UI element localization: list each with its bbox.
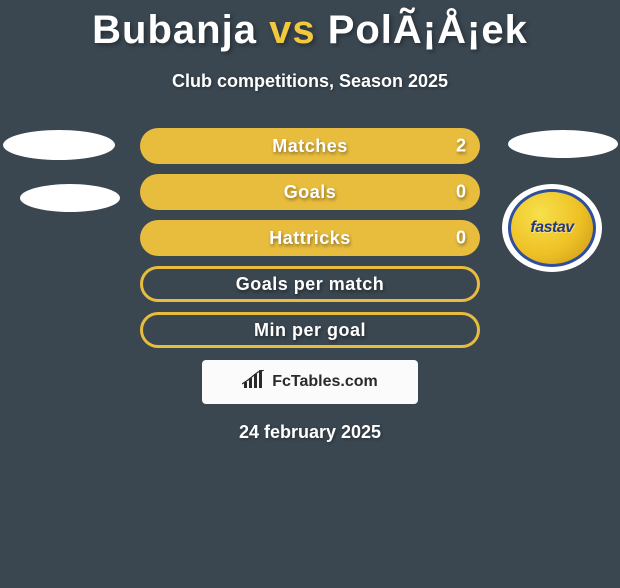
stat-row-matches: Matches 2	[140, 128, 480, 164]
stat-row-min-per-goal: Min per goal	[140, 312, 480, 348]
title-vs: vs	[257, 8, 328, 52]
watermark: FcTables.com	[202, 360, 418, 404]
title-player-right: PolÃ¡Å¡ek	[328, 8, 528, 52]
footer-date: 24 february 2025	[140, 422, 480, 443]
stat-label: Goals per match	[236, 274, 385, 295]
stats-column: Matches 2 Goals 0 Hattricks 0 Goals per …	[140, 128, 480, 443]
chart-icon	[242, 370, 268, 395]
stat-row-hattricks: Hattricks 0	[140, 220, 480, 256]
badge-outer-ring: fastav	[502, 184, 602, 272]
stat-row-goals: Goals 0	[140, 174, 480, 210]
watermark-text: FcTables.com	[272, 373, 378, 391]
stat-label: Matches	[272, 136, 348, 157]
stat-value: 0	[456, 182, 466, 203]
badge-text: fastav	[530, 219, 573, 237]
title-player-left: Bubanja	[92, 8, 257, 52]
subtitle: Club competitions, Season 2025	[0, 71, 620, 92]
club-badge: fastav	[502, 184, 602, 272]
stat-label: Goals	[284, 182, 337, 203]
stat-value: 0	[456, 228, 466, 249]
badge-face: fastav	[508, 189, 596, 267]
stat-value: 2	[456, 136, 466, 157]
decor-ellipse	[3, 130, 115, 160]
stat-row-goals-per-match: Goals per match	[140, 266, 480, 302]
decor-ellipse	[508, 130, 618, 158]
stat-label: Min per goal	[254, 320, 366, 341]
stat-label: Hattricks	[269, 228, 351, 249]
page-title: Bubanja vs PolÃ¡Å¡ek	[0, 8, 620, 53]
decor-ellipse	[20, 184, 120, 212]
